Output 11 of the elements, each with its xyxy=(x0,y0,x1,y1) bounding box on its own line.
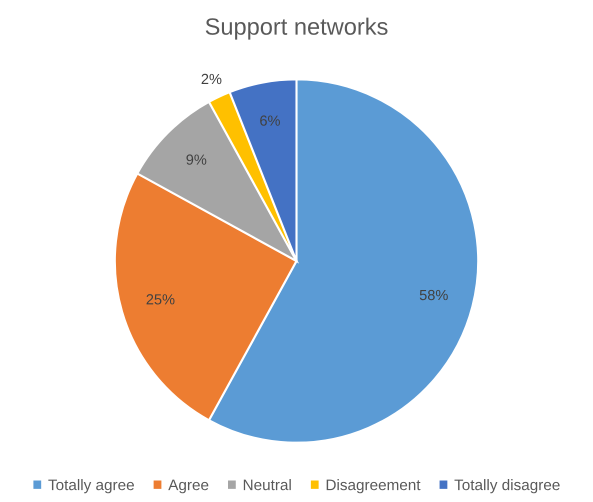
data-label: 9% xyxy=(186,154,206,165)
legend-label: Neutral xyxy=(244,479,291,490)
data-label: 2% xyxy=(202,74,222,84)
data-label: 6% xyxy=(260,115,280,126)
data-label: 25% xyxy=(146,294,174,304)
chart-title: Support networks xyxy=(206,18,388,40)
data-label: 58% xyxy=(420,290,448,300)
legend-label: Totally agree xyxy=(48,479,134,494)
legend-label: Totally disagree xyxy=(454,479,560,494)
legend-label: Agree xyxy=(168,480,208,494)
legend-label: Disagreement xyxy=(326,479,420,494)
